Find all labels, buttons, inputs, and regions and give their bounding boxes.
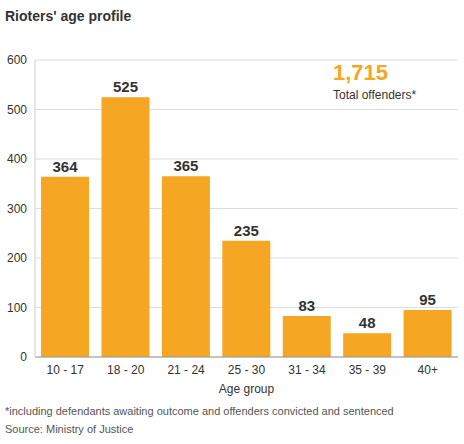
svg-text:95: 95 [419,291,436,308]
svg-text:48: 48 [359,314,376,331]
svg-text:25 - 30: 25 - 30 [228,363,266,377]
svg-text:364: 364 [53,158,79,175]
svg-text:200: 200 [8,251,27,265]
svg-text:10 - 17: 10 - 17 [47,363,85,377]
svg-text:35 - 39: 35 - 39 [349,363,387,377]
html-text:Source: Ministry of Justice: Source: Ministry of Justice [5,423,134,435]
svg-text:18 - 20: 18 - 20 [107,363,145,377]
svg-text:0: 0 [20,350,27,364]
svg-text:Age group: Age group [219,382,275,396]
html-text:Rioters' age profile: Rioters' age profile [5,8,132,24]
svg-text:40+: 40+ [418,363,438,377]
html-text:*including defendants awaiting: *including defendants awaiting outcome a… [5,405,394,417]
svg-text:21 - 24: 21 - 24 [167,363,205,377]
svg-text:400: 400 [8,152,27,166]
svg-text:300: 300 [8,202,27,216]
svg-text:500: 500 [8,103,27,117]
html-text:1,715: 1,715 [333,60,389,85]
svg-text:100: 100 [8,301,27,315]
svg-text:525: 525 [113,78,138,95]
html-text:Total offenders*: Total offenders* [333,88,417,102]
svg-text:600: 600 [8,53,27,67]
svg-text:365: 365 [173,157,198,174]
svg-text:235: 235 [234,222,259,239]
svg-text:83: 83 [298,297,315,314]
svg-text:31 - 34: 31 - 34 [288,363,326,377]
